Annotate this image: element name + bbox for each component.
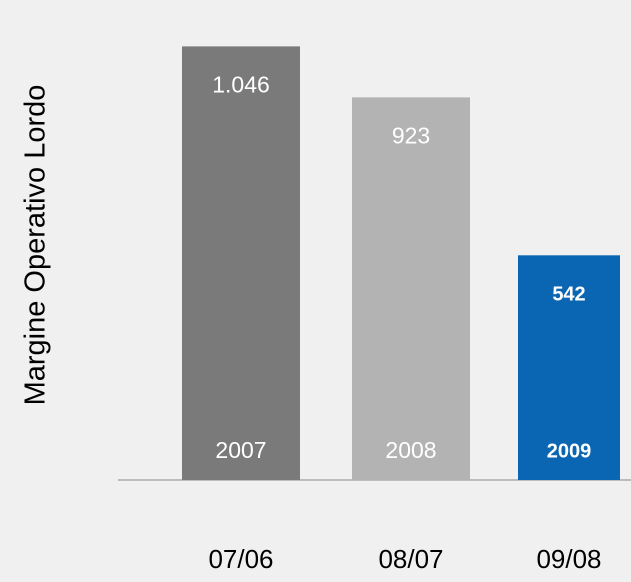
x-tick-label: 08/07 <box>378 544 443 574</box>
bar <box>518 255 620 480</box>
x-tick-label: 09/08 <box>536 544 601 574</box>
value-label: 1.046 <box>212 71 270 97</box>
bar-label: 2007 <box>215 437 266 463</box>
bar-label: 2008 <box>385 437 436 463</box>
bar <box>352 97 470 480</box>
bar <box>182 46 300 480</box>
x-tick-label: 07/06 <box>208 544 273 574</box>
value-label: 542 <box>552 284 585 306</box>
bar-label: 2009 <box>547 440 592 462</box>
y-axis-label: Margine Operativo Lordo <box>20 85 52 406</box>
value-label: 923 <box>392 122 430 148</box>
